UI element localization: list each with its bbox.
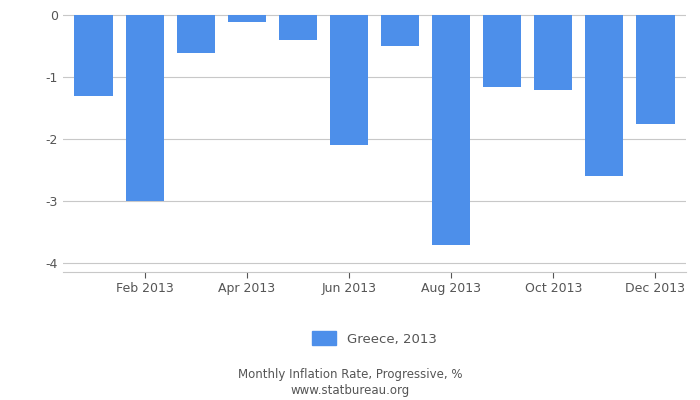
Text: Monthly Inflation Rate, Progressive, %: Monthly Inflation Rate, Progressive, % bbox=[238, 368, 462, 381]
Bar bbox=[279, 16, 317, 40]
Bar bbox=[330, 16, 368, 145]
Text: www.statbureau.org: www.statbureau.org bbox=[290, 384, 410, 397]
Bar bbox=[228, 16, 266, 22]
Bar bbox=[483, 16, 522, 86]
Bar bbox=[381, 16, 419, 46]
Bar bbox=[125, 16, 164, 201]
Bar bbox=[432, 16, 470, 246]
Bar bbox=[585, 16, 624, 176]
Bar bbox=[534, 16, 573, 90]
Bar bbox=[636, 16, 675, 124]
Legend: Greece, 2013: Greece, 2013 bbox=[307, 326, 442, 351]
Bar bbox=[74, 16, 113, 96]
Bar bbox=[176, 16, 215, 52]
